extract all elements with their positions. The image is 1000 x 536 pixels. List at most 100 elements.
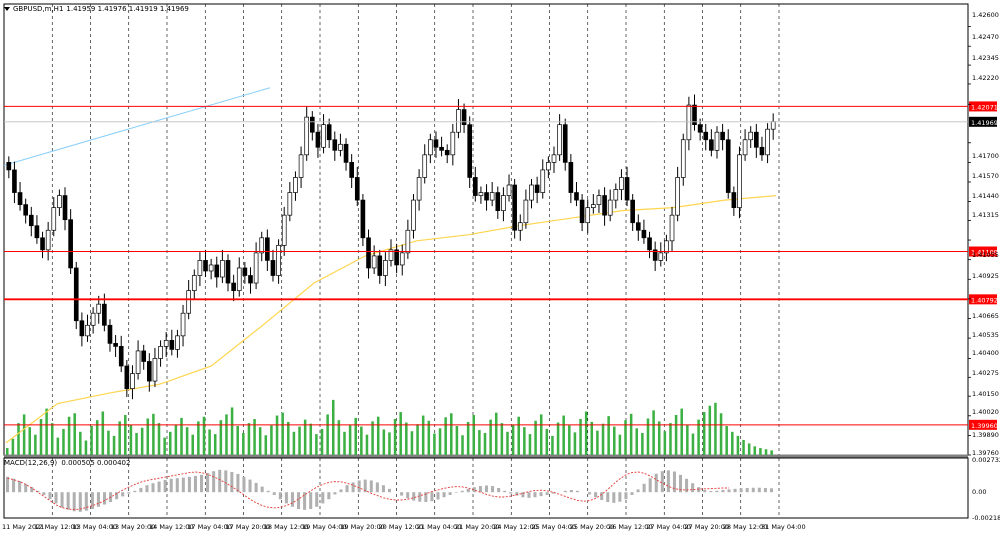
macd-bar — [309, 492, 313, 509]
candle-body — [191, 275, 197, 291]
candle-body — [647, 237, 652, 251]
volume-bar — [140, 427, 144, 455]
volume-bar — [326, 414, 329, 455]
candle-body — [725, 139, 731, 193]
price-label: 1.42345 — [972, 54, 999, 62]
candle-body — [512, 184, 517, 231]
time-label: 19 May 04:00 — [302, 523, 347, 531]
volume-bar — [124, 414, 127, 455]
volume-bar — [39, 419, 43, 455]
macd-bar — [642, 483, 646, 493]
macd-bar — [133, 490, 137, 493]
volume-bar — [303, 419, 307, 455]
candle-body — [737, 154, 742, 208]
candle-body — [371, 255, 377, 269]
volume-bar — [157, 423, 161, 455]
volume-bar — [579, 419, 582, 455]
candle-body — [253, 252, 259, 284]
macd-bar — [357, 480, 361, 493]
volume-bar — [461, 435, 464, 455]
volume-bar — [635, 428, 639, 455]
macd-bar — [588, 492, 592, 495]
candle-body — [714, 131, 720, 151]
macd-bar — [430, 492, 434, 502]
volume-bar — [264, 435, 268, 455]
candle-body — [276, 244, 281, 276]
macd-bar — [18, 481, 22, 493]
candle-body — [158, 346, 163, 359]
candle-body — [731, 192, 737, 208]
volume-bar — [511, 424, 515, 455]
macd-bar — [200, 474, 204, 493]
price-label: 1.40020 — [972, 408, 999, 416]
macd-bar — [60, 492, 64, 508]
candle-body — [12, 169, 17, 193]
macd-bar — [242, 476, 246, 493]
price-label: 1.41570 — [972, 172, 999, 180]
macd-bar — [533, 492, 537, 498]
price-label: 1.41440 — [972, 192, 999, 200]
price-label: 1.42470 — [972, 33, 999, 41]
candle-body — [309, 116, 315, 133]
volume-bar — [73, 413, 76, 455]
macd-bar — [745, 488, 749, 493]
macd-bar — [260, 486, 264, 493]
volume-bar — [590, 421, 594, 455]
volume-bar — [686, 424, 689, 455]
macd-bar — [90, 492, 94, 509]
candle-body — [79, 320, 85, 337]
macd-scale-label: 0.00 — [972, 488, 986, 496]
time-label: 28 May 12:00 — [723, 523, 768, 531]
time-label: 18 May 12:00 — [264, 523, 309, 531]
macd-bar — [315, 492, 319, 507]
time-label: 19 May 20:00 — [340, 523, 385, 531]
volume-bar — [714, 402, 717, 455]
macd-indicator — [6, 469, 773, 512]
time-label: 27 May 04:00 — [646, 523, 691, 531]
volume-bar — [84, 440, 88, 455]
macd-bar — [406, 492, 410, 499]
volume-bar — [34, 434, 37, 455]
macd-bar — [666, 470, 670, 493]
candle-body — [203, 260, 208, 272]
volume-bar — [680, 408, 683, 455]
volume-bar — [573, 432, 577, 455]
volume-bar — [506, 431, 509, 455]
macd-bar — [491, 486, 495, 493]
candle-body — [579, 199, 585, 224]
candle-body — [34, 225, 40, 239]
macd-bar — [254, 482, 258, 493]
volume-bar — [163, 437, 166, 455]
current-price-tag — [969, 116, 997, 127]
volume-bar — [534, 420, 537, 455]
volume-bar — [539, 414, 543, 455]
time-label: 13 May 04:00 — [73, 523, 118, 531]
volume-bar — [197, 421, 200, 455]
macd-bar — [654, 473, 658, 493]
macd-bar — [266, 490, 270, 493]
volume-bar — [764, 449, 768, 455]
macd-bar — [230, 472, 234, 493]
volume-bar — [742, 439, 745, 455]
candle-body — [343, 143, 349, 163]
volume-bar — [348, 424, 352, 455]
candle-body — [265, 237, 270, 261]
price-levels[interactable]: 1.42071 1.41109 1.40792 1.39960 1.41969 — [4, 101, 998, 430]
volume-bar — [731, 431, 734, 455]
dropdown-triangle-icon[interactable] — [4, 7, 10, 11]
macd-bar — [454, 492, 458, 493]
volume-bar — [500, 423, 504, 455]
macd-bar — [618, 492, 622, 502]
macd-bar — [594, 492, 598, 498]
candle-body — [28, 214, 34, 227]
level-tag — [969, 246, 997, 257]
volume-bar — [11, 438, 15, 455]
macd-values: 0.000505 0.000402 — [61, 459, 131, 467]
macd-bar — [436, 492, 440, 500]
volume-bar — [545, 428, 549, 455]
macd-bar — [157, 481, 161, 493]
trendline[interactable] — [3, 87, 271, 166]
candle-body — [175, 335, 180, 350]
